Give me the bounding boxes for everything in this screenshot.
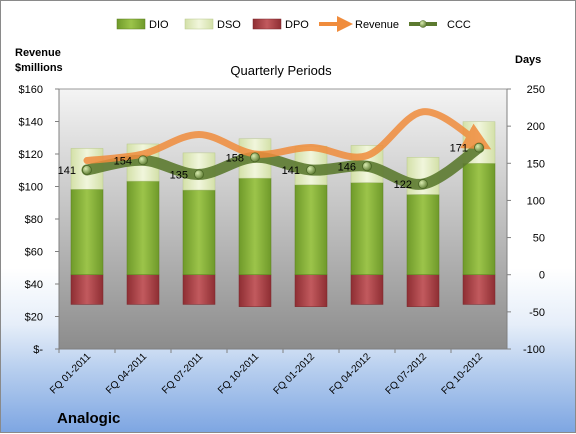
right-tick-label-7: 250 xyxy=(527,84,545,96)
legend-item-ccc: CCC xyxy=(409,19,471,31)
legend-label-revenue: Revenue xyxy=(355,19,399,31)
bar-dio-7 xyxy=(462,163,496,275)
left-tick-label-8: $160 xyxy=(19,84,43,96)
ccc-data-label-0: 141 xyxy=(58,165,76,177)
revenue-line xyxy=(83,108,492,164)
legend-item-dso: DSO xyxy=(184,18,241,31)
bar-dio-1 xyxy=(126,180,160,275)
right-tick-label-5: 150 xyxy=(527,158,545,170)
legend-swatch-ccc-dot xyxy=(419,20,427,28)
ccc-data-label-5: 146 xyxy=(338,161,356,173)
ccc-point-5 xyxy=(362,161,372,172)
bar-dpo-0 xyxy=(70,274,104,305)
legend-label-ccc: CCC xyxy=(447,19,471,31)
bar-dio-6 xyxy=(406,194,440,275)
plot-area xyxy=(58,88,508,350)
left-axis-label-line1: Revenue xyxy=(15,47,61,59)
company-name: Analogic xyxy=(57,410,120,427)
ccc-point-3 xyxy=(250,152,260,163)
legend-label-dso: DSO xyxy=(217,19,241,31)
bar-dpo-3 xyxy=(238,274,272,307)
right-tick-label-0: -100 xyxy=(523,344,545,356)
ccc-point-0 xyxy=(82,165,92,175)
left-axis-label-line2: $millions xyxy=(15,62,63,74)
right-tick-label-3: 50 xyxy=(533,233,545,245)
ccc-data-label-4: 141 xyxy=(282,165,300,177)
left-tick-label-4: $80 xyxy=(25,214,43,226)
x-tick-label-4: FQ 01-2012 xyxy=(272,351,318,397)
right-axis-label: Days xyxy=(515,54,541,66)
left-tick-label-3: $60 xyxy=(25,247,43,259)
lines-layer xyxy=(81,108,492,190)
bar-dpo-1 xyxy=(126,274,160,305)
bar-dio-4 xyxy=(294,184,328,275)
ccc-point-7 xyxy=(474,142,484,153)
ccc-data-label-7: 171 xyxy=(450,143,468,155)
right-tick-label-2: 0 xyxy=(539,270,545,282)
bar-dio-2 xyxy=(182,189,216,275)
left-tick-label-2: $40 xyxy=(25,279,43,291)
ccc-data-label-6: 122 xyxy=(394,179,412,191)
ccc-point-2 xyxy=(194,169,204,180)
x-tick-label-6: FQ 07-2012 xyxy=(384,351,430,397)
left-tick-label-5: $100 xyxy=(19,182,43,194)
bar-dio-5 xyxy=(350,182,384,275)
legend-swatch-dpo xyxy=(252,18,282,30)
ccc-data-label-1: 154 xyxy=(114,155,132,167)
bar-dio-3 xyxy=(238,177,272,275)
legend-label-dio: DIO xyxy=(149,19,169,31)
x-tick-label-5: FQ 04-2012 xyxy=(328,351,374,397)
legend: DIO DSO DPO Revenue CCC xyxy=(116,16,471,32)
right-tick-label-6: 200 xyxy=(527,121,545,133)
ccc-point-4 xyxy=(306,165,316,175)
left-tick-label-0: $- xyxy=(33,344,43,356)
ccc-point-6 xyxy=(418,179,428,189)
x-tick-label-2: FQ 07-2011 xyxy=(160,351,205,396)
bar-dpo-4 xyxy=(294,274,328,307)
bar-dpo-7 xyxy=(462,274,496,305)
x-tick-label-1: FQ 04-2011 xyxy=(104,351,149,396)
legend-swatch-dso xyxy=(184,18,214,30)
right-tick-label-4: 100 xyxy=(527,195,545,207)
legend-item-dio: DIO xyxy=(116,18,169,31)
ccc-data-label-2: 135 xyxy=(170,169,188,181)
left-tick-label-6: $120 xyxy=(19,149,43,161)
x-tick-label-3: FQ 10-2011 xyxy=(216,351,261,396)
right-tick-label-1: -50 xyxy=(529,307,545,319)
data-labels-layer: 141 154 135 158 141 146 122 171 xyxy=(58,143,468,191)
legend-label-dpo: DPO xyxy=(285,19,309,31)
bar-dpo-2 xyxy=(182,274,216,305)
left-tick-label-1: $20 xyxy=(25,312,43,324)
left-tick-label-7: $140 xyxy=(19,117,43,129)
bar-dpo-6 xyxy=(406,274,440,307)
ccc-data-label-3: 158 xyxy=(226,152,244,164)
legend-swatch-dio xyxy=(116,18,146,30)
legend-item-dpo: DPO xyxy=(252,18,309,31)
chart-title: Quarterly Periods xyxy=(230,63,332,78)
bar-dio-0 xyxy=(70,189,104,275)
x-tick-label-7: FQ 10-2012 xyxy=(440,351,486,397)
legend-item-revenue: Revenue xyxy=(319,16,399,32)
x-tick-label-0: FQ 01-2011 xyxy=(48,351,93,396)
bar-dpo-5 xyxy=(350,274,384,305)
ccc-point-1 xyxy=(138,155,148,166)
